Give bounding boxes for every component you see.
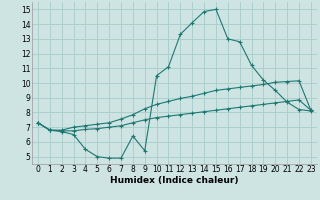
X-axis label: Humidex (Indice chaleur): Humidex (Indice chaleur) — [110, 176, 239, 185]
